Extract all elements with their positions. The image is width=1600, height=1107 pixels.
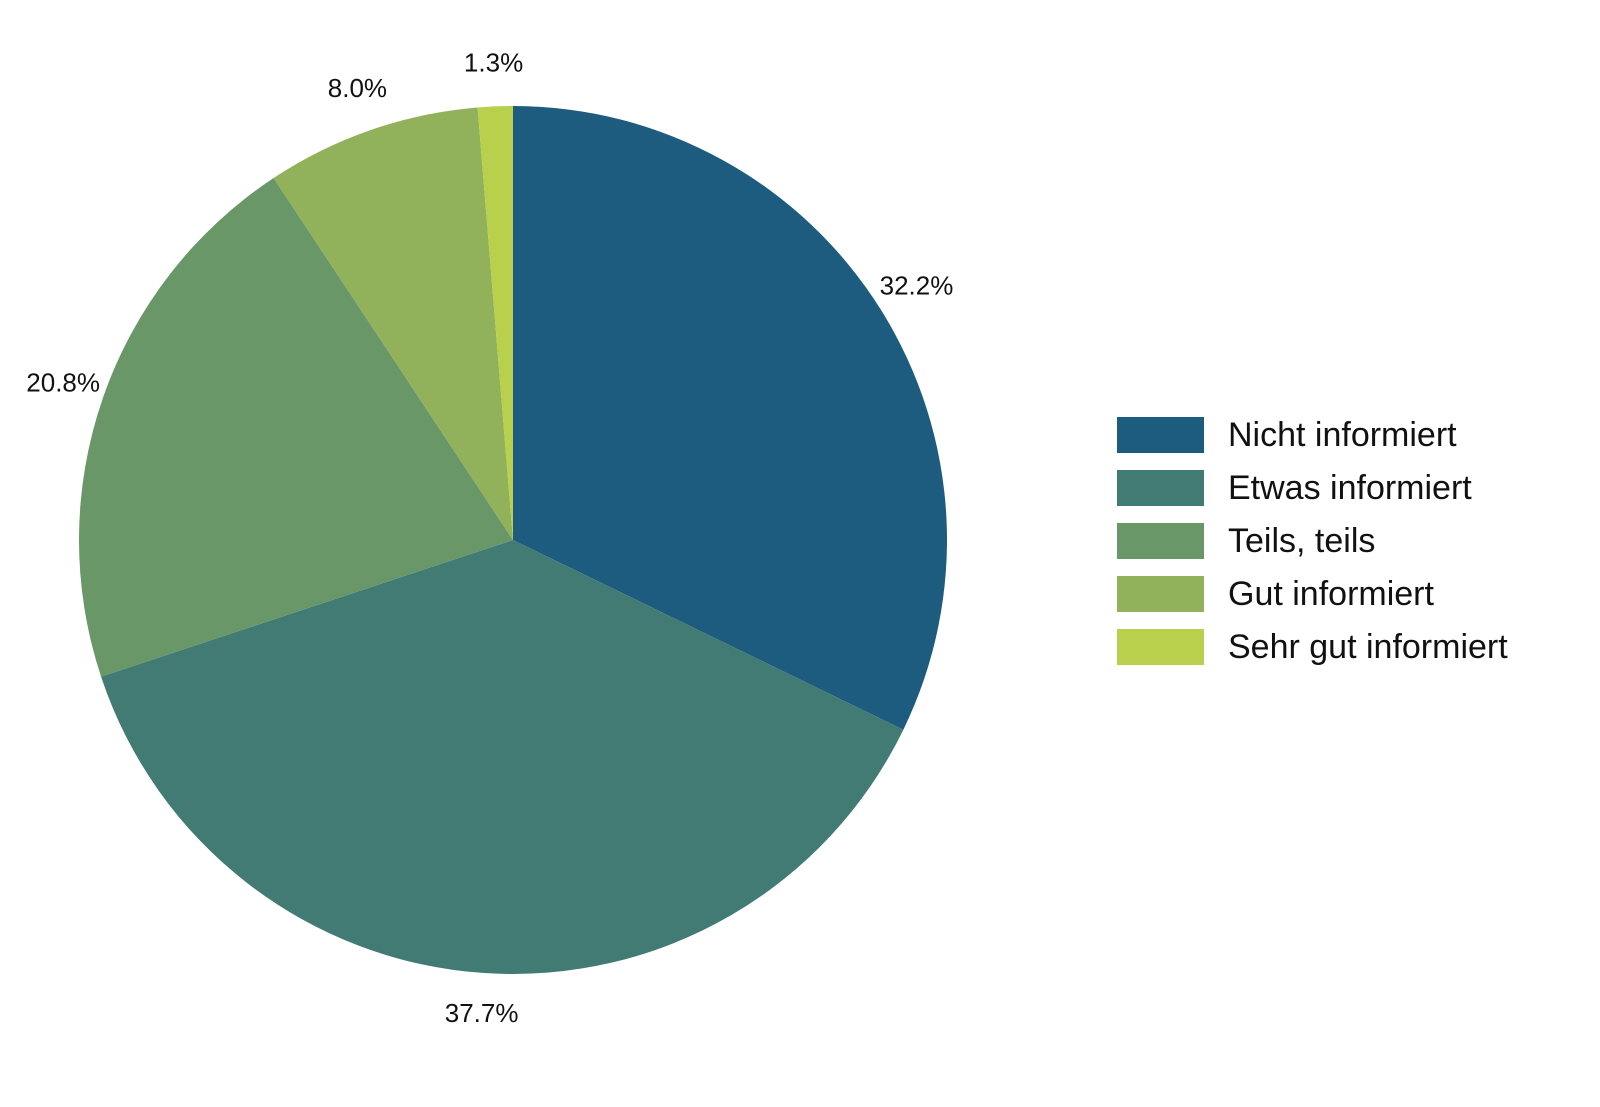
legend-label: Nicht informiert	[1228, 416, 1457, 454]
legend-swatch	[1117, 470, 1204, 506]
pie-slice	[273, 107, 513, 540]
pie-slice	[513, 106, 947, 730]
legend-label: Sehr gut informiert	[1228, 628, 1508, 666]
data-label: 1.3%	[464, 47, 523, 77]
legend-label: Gut informiert	[1228, 575, 1434, 613]
data-label: 20.8%	[26, 367, 100, 397]
pie-slice	[78, 178, 513, 677]
pie-slice	[477, 106, 513, 540]
legend-swatch	[1117, 523, 1204, 559]
legend-label: Teils, teils	[1228, 522, 1375, 560]
legend-swatch	[1117, 629, 1204, 665]
data-label: 37.7%	[445, 998, 519, 1028]
pie-slice	[101, 540, 904, 974]
data-label: 32.2%	[880, 270, 954, 300]
legend-swatch	[1117, 417, 1204, 453]
legend-swatch	[1117, 576, 1204, 612]
legend-label: Etwas informiert	[1228, 469, 1472, 507]
data-label: 8.0%	[328, 73, 387, 103]
